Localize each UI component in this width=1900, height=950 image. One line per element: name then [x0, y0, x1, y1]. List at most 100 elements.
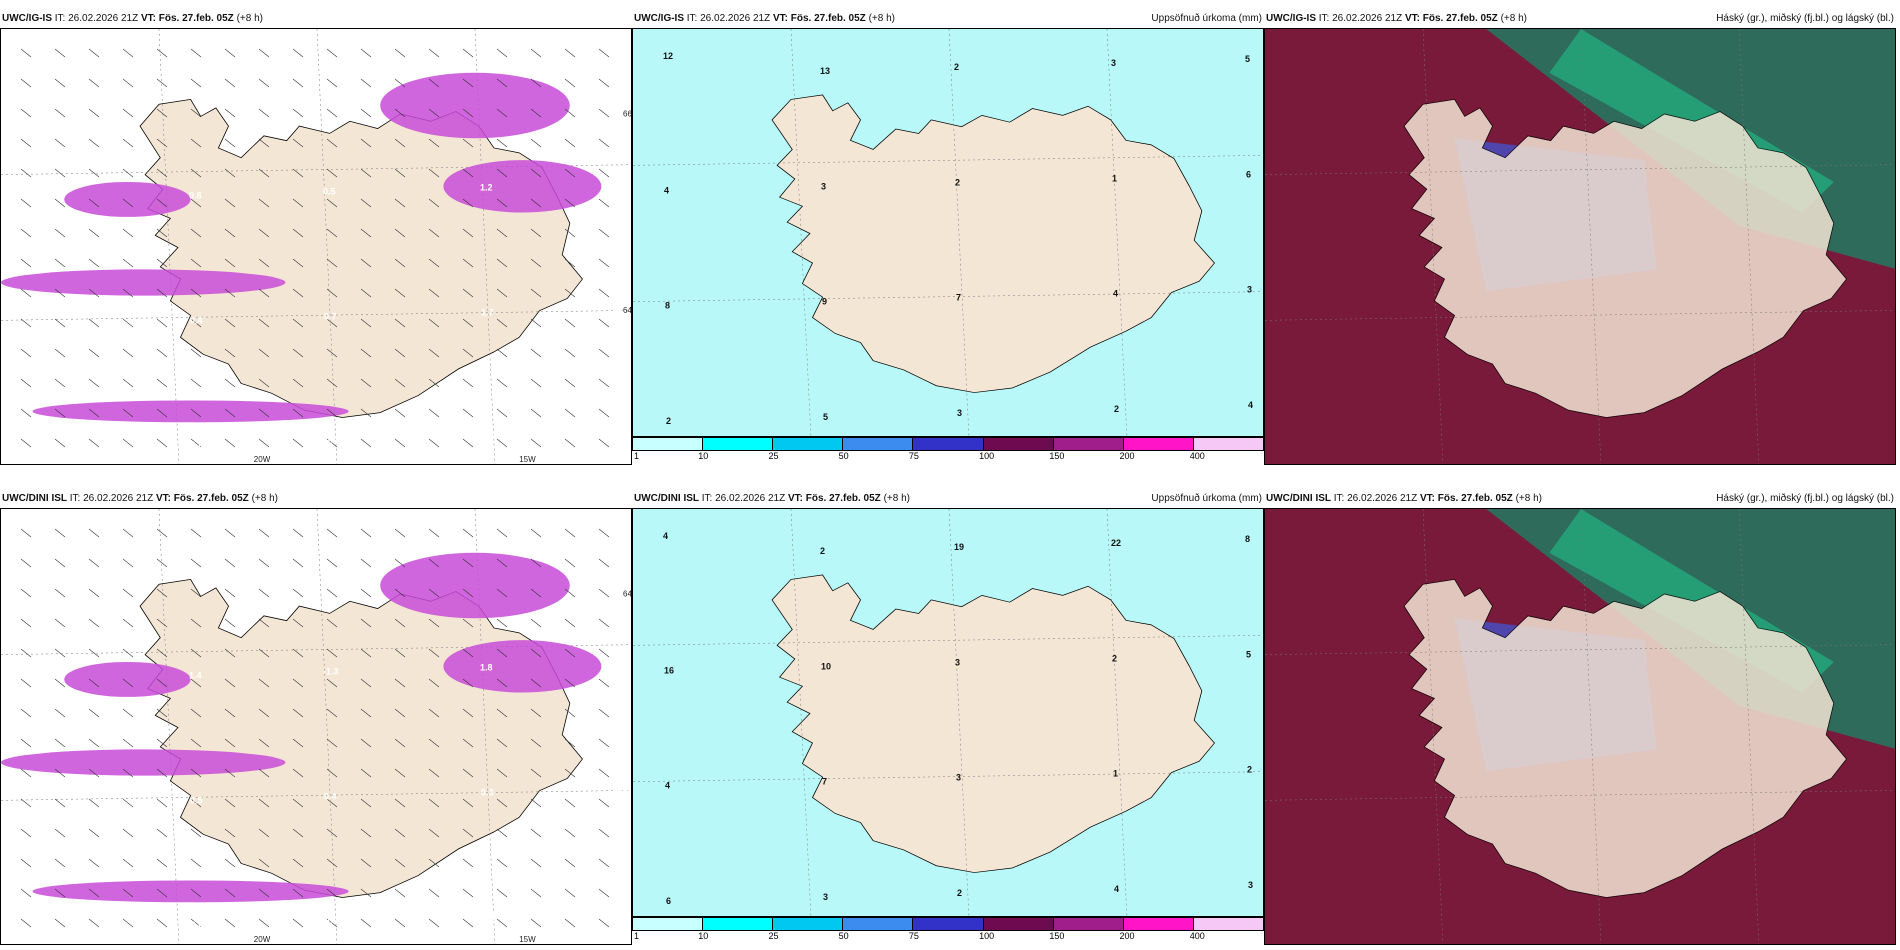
value-label: 1.9 — [479, 538, 492, 548]
value-label: 0.6 — [479, 58, 492, 68]
wind-barb — [496, 198, 508, 208]
init-time-label: IT: — [69, 493, 81, 504]
colorbar-swatch — [843, 918, 914, 930]
value-label: 2 — [1247, 765, 1252, 775]
value-label: 1.4 — [189, 671, 202, 681]
wind-barb — [564, 258, 576, 268]
wind-barb — [428, 528, 440, 538]
map-view[interactable]: 4 2 19 22 8 16 10 3 2 5 4 7 3 1 2 6 3 2 4 3 — [632, 508, 1264, 917]
value-label: 1.8 — [480, 663, 493, 673]
wind-barb — [20, 918, 32, 928]
value-label: 3 — [823, 892, 828, 902]
map-view[interactable] — [1264, 508, 1896, 945]
wind-barb — [598, 78, 610, 88]
wind-barb — [598, 288, 610, 298]
wind-barb — [394, 258, 406, 268]
wind-barb — [20, 528, 32, 538]
wind-barb — [530, 408, 542, 418]
wind-barb — [190, 348, 202, 358]
colorbar-swatch — [1053, 438, 1124, 450]
wind-barb — [462, 588, 474, 598]
wind-barb — [428, 588, 440, 598]
wind-barb — [292, 618, 304, 628]
wind-barb — [394, 168, 406, 178]
map-view[interactable]: 0.3 3.1 3.3 0.6 1.4 1.0 0.8 0.5 1.2 1.3 0.5 0.4 0.7 1… — [0, 28, 632, 465]
valid-time: Fös. 27.feb. 05Z — [158, 13, 234, 24]
wind-barb — [88, 168, 100, 178]
wind-barb — [190, 768, 202, 778]
wind-barb — [326, 258, 338, 268]
forecast-panel: UWC/IG-IS IT: 26.02.2026 21Z VT: Fös. 27… — [1264, 10, 1896, 465]
wind-barb — [292, 228, 304, 238]
wind-barb — [54, 318, 66, 328]
wind-barb — [292, 108, 304, 118]
wind-barb — [462, 558, 474, 568]
wind-barb — [54, 228, 66, 238]
wind-barb — [462, 528, 474, 538]
value-label: 4 — [1114, 884, 1119, 894]
colorbar-tick: 25 — [768, 931, 779, 941]
parallel-line — [633, 771, 1263, 782]
wind-barb — [88, 828, 100, 838]
wind-barb — [394, 78, 406, 88]
wind-barb — [598, 258, 610, 268]
wind-barb — [496, 258, 508, 268]
wind-barb — [564, 618, 576, 628]
wind-barb — [326, 408, 338, 418]
wind-barb — [598, 198, 610, 208]
value-label: 10 — [821, 661, 831, 671]
init-time-label: IT: — [1333, 493, 1345, 504]
wind-barb — [598, 768, 610, 778]
wind-barb — [292, 588, 304, 598]
wind-barb — [54, 108, 66, 118]
wind-barb — [292, 648, 304, 658]
forecast-panel: UWC/DINI ISL IT: 26.02.2026 21Z VT: Fös.… — [0, 490, 632, 945]
wind-barb — [156, 168, 168, 178]
wind-barb — [394, 138, 406, 148]
graticule-label: 15W — [519, 455, 536, 464]
wind-barb — [190, 138, 202, 148]
parallel-line — [1265, 310, 1895, 321]
map-view[interactable]: -1.4 1.5 2.2 1.9 1.0 -1.6 1.4 -1.3 1.8 1.2 2.3 0.5 0… — [0, 508, 632, 945]
value-label: 1 — [1112, 173, 1117, 183]
wind-barb — [190, 258, 202, 268]
wind-barb — [564, 438, 576, 448]
wind-barb — [462, 828, 474, 838]
wind-barb — [292, 168, 304, 178]
value-label: 1.0 — [34, 444, 47, 454]
wind-barb — [54, 258, 66, 268]
value-label: 7 — [822, 777, 827, 787]
wind-barb — [190, 228, 202, 238]
colorbar-tick: 400 — [1189, 931, 1205, 941]
value-label: 7 — [956, 293, 961, 303]
wind-barb — [156, 858, 168, 868]
wind-barb — [122, 228, 134, 238]
wind-barb — [394, 888, 406, 898]
map-view[interactable]: 12 13 2 3 5 4 3 2 1 6 8 9 7 4 3 2 5 3 2 4 — [632, 28, 1264, 437]
wind-barb — [394, 288, 406, 298]
wind-barb — [360, 528, 372, 538]
precip-band — [380, 552, 570, 619]
wind-barb — [428, 858, 440, 868]
wind-barb — [122, 258, 134, 268]
wind-barb — [122, 648, 134, 658]
wind-barb — [326, 288, 338, 298]
wind-barb — [88, 378, 100, 388]
colorbar: 1 10 25 50 75 100 150 200 400 — [632, 437, 1264, 465]
wind-barb — [54, 798, 66, 808]
wind-barb — [190, 558, 202, 568]
panel-header: UWC/IG-IS IT: 26.02.2026 21Z VT: Fös. 27… — [632, 10, 1264, 28]
wind-barb — [54, 168, 66, 178]
colorbar-tick: 1 — [634, 931, 640, 941]
wind-barb — [598, 558, 610, 568]
wind-barb — [360, 348, 372, 358]
colorbar-swatch — [633, 918, 704, 930]
map-view[interactable] — [1264, 28, 1896, 465]
precip-band — [64, 181, 191, 217]
wind-barb — [360, 708, 372, 718]
wind-barb — [224, 108, 236, 118]
wind-barb — [224, 168, 236, 178]
wind-barb — [122, 48, 134, 58]
wind-barb — [292, 768, 304, 778]
wind-barb — [496, 588, 508, 598]
